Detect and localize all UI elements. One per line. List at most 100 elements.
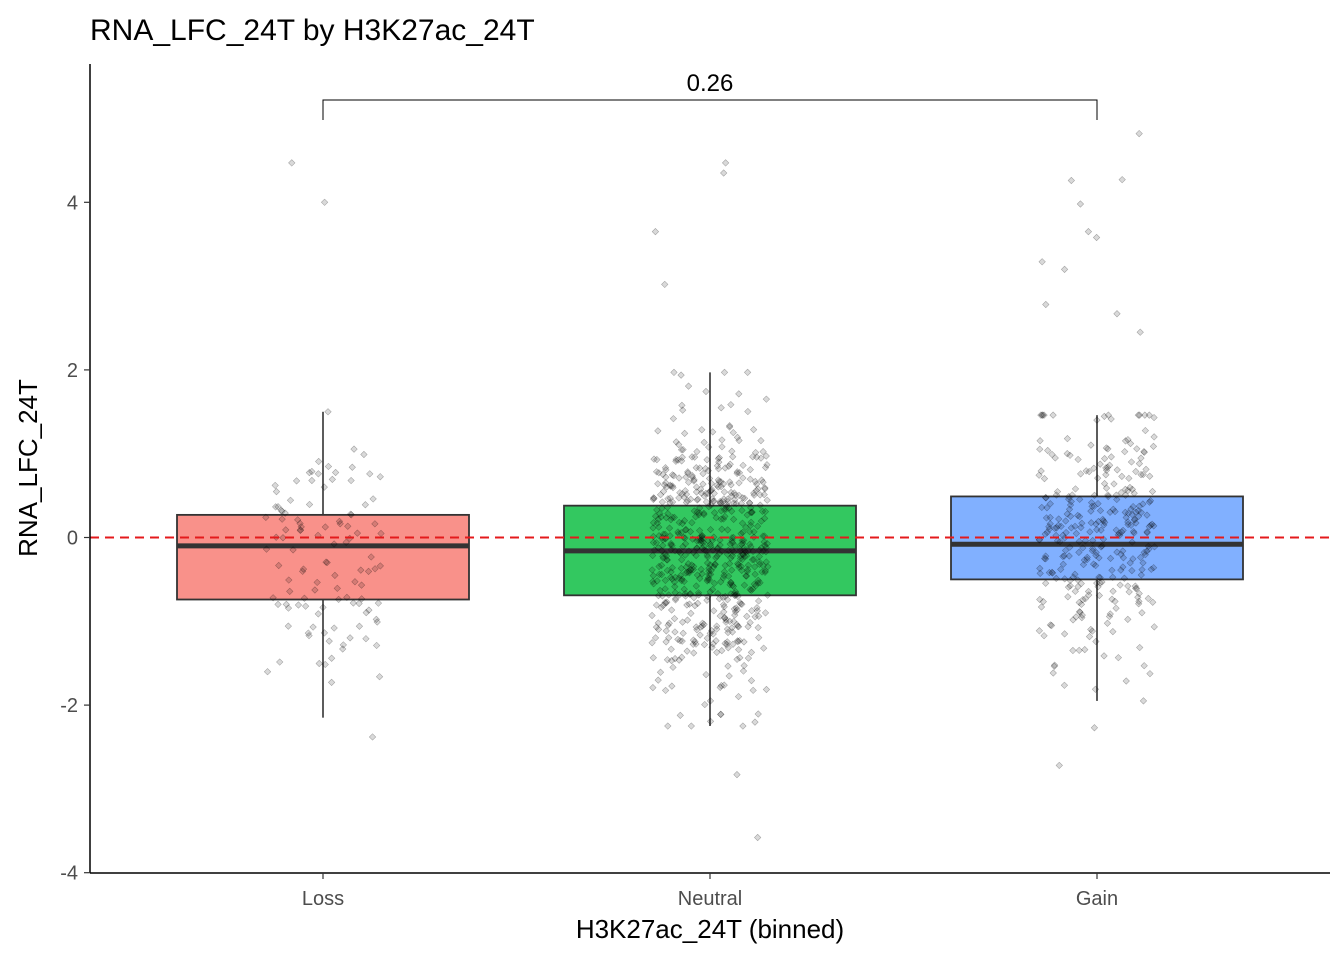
jitter-point	[751, 613, 759, 621]
jitter-point	[1129, 527, 1138, 536]
jitter-point	[702, 498, 711, 506]
jitter-point	[1036, 595, 1044, 604]
jitter-point	[313, 578, 321, 587]
jitter-point	[702, 670, 710, 679]
jitter-point	[716, 683, 724, 692]
jitter-point	[761, 508, 770, 516]
jitter-point	[757, 517, 765, 525]
jitter-point	[1078, 613, 1086, 622]
jitter-point	[729, 428, 737, 437]
jitter-point	[683, 568, 691, 576]
jitter-point	[705, 502, 713, 511]
jitter-point	[1079, 560, 1088, 569]
jitter-point	[690, 562, 698, 571]
jitter-point	[746, 466, 754, 474]
outlier-point	[1090, 724, 1099, 732]
jitter-point	[653, 456, 661, 464]
jitter-point	[1102, 466, 1111, 474]
jitter-point	[737, 499, 746, 508]
jitter-point	[708, 486, 716, 494]
jitter-point	[1093, 579, 1101, 587]
jitter-point	[710, 607, 718, 615]
jitter-point	[1084, 587, 1093, 596]
outlier-point	[754, 833, 762, 842]
jitter-point	[734, 561, 743, 569]
jitter-point	[1119, 526, 1127, 535]
jitter-point	[660, 481, 669, 489]
jitter-point	[682, 473, 690, 481]
jitter-point	[1074, 455, 1082, 464]
jitter-point	[706, 717, 715, 725]
jitter-point	[700, 546, 709, 554]
outlier-point	[1038, 258, 1046, 266]
jitter-point	[733, 655, 741, 663]
jitter-point	[276, 658, 284, 666]
jitter-point	[721, 592, 729, 601]
jitter-point	[1111, 597, 1119, 606]
jitter-point	[675, 656, 683, 664]
jitter-point	[1040, 474, 1049, 483]
jitter-point	[741, 548, 750, 556]
jitter-point	[1077, 579, 1085, 588]
jitter-point	[1102, 484, 1111, 492]
jitter-point	[661, 550, 669, 558]
jitter-point	[739, 550, 747, 558]
jitter-point	[1106, 610, 1114, 618]
jitter-point	[667, 645, 675, 653]
jitter-point	[763, 461, 771, 469]
jitter-point	[1104, 411, 1112, 419]
jitter-point	[721, 561, 729, 570]
jitter-point	[692, 488, 701, 496]
jitter-point	[674, 456, 682, 464]
jitter-point	[693, 537, 701, 545]
jitter-point	[361, 501, 369, 509]
jitter-point	[681, 592, 690, 600]
jitter-point	[720, 488, 729, 496]
jitter-point	[1128, 510, 1136, 519]
jitter-point	[1133, 584, 1141, 593]
jitter-point	[743, 511, 751, 519]
outlier-point	[651, 228, 660, 236]
jitter-point	[753, 480, 761, 488]
jitter-point	[728, 624, 736, 632]
jitter-point	[674, 530, 683, 538]
jitter-point	[737, 562, 745, 571]
jitter-point	[761, 541, 769, 549]
jitter-point	[688, 561, 696, 569]
outlier-point	[720, 169, 728, 177]
jitter-point	[733, 468, 741, 476]
jitter-point	[723, 625, 732, 633]
jitter-point	[714, 465, 723, 473]
jitter-point	[739, 551, 747, 559]
jitter-point	[724, 644, 732, 652]
jitter-point	[1098, 578, 1106, 586]
jitter-point	[684, 382, 693, 390]
jitter-point	[376, 473, 384, 481]
jitter-point	[733, 637, 742, 645]
jitter-point	[696, 574, 704, 583]
jitter-point	[718, 646, 726, 655]
jitter-point	[741, 494, 749, 502]
jitter-point	[742, 523, 750, 531]
jitter-point	[1143, 529, 1151, 537]
jitter-point	[1144, 594, 1152, 603]
jitter-point	[667, 568, 675, 576]
jitter-point	[718, 547, 726, 555]
jitter-point	[703, 634, 711, 642]
jitter-point	[744, 623, 752, 631]
jitter-point	[1081, 595, 1089, 603]
jitter-point	[670, 368, 678, 377]
jitter-point	[747, 676, 756, 685]
jitter-point	[1071, 522, 1079, 530]
jitter-point	[1090, 464, 1098, 472]
jitter-points-loss	[262, 159, 385, 741]
jitter-point	[693, 544, 701, 552]
jitter-point	[661, 576, 670, 585]
jitter-point	[1106, 554, 1115, 562]
jitter-point	[656, 586, 664, 595]
jitter-point	[1063, 435, 1072, 443]
jitter-point	[1041, 555, 1050, 563]
jitter-point	[1060, 630, 1069, 638]
jitter-point	[739, 722, 747, 730]
jitter-point	[709, 640, 717, 648]
